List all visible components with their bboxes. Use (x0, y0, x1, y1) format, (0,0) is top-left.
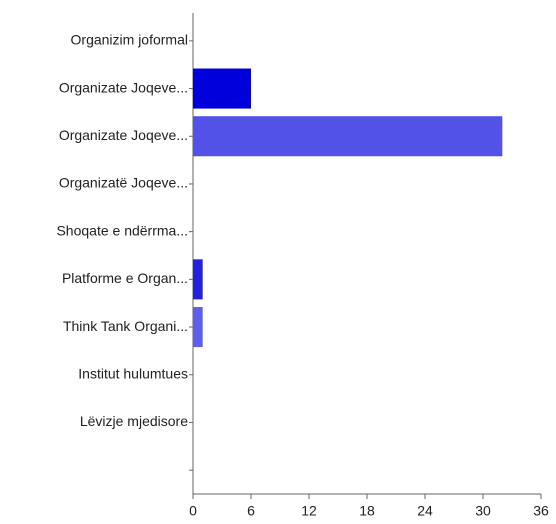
y-tick-label: Think Tank Organi... (63, 318, 188, 334)
x-tick-label: 6 (247, 503, 255, 519)
x-tick-label: 18 (359, 503, 375, 519)
x-tick-label: 12 (301, 503, 317, 519)
bar (193, 259, 203, 300)
bar (193, 307, 203, 348)
bar (193, 116, 503, 157)
y-tick-label: Shoqate e ndërrma... (56, 222, 188, 238)
y-tick-label: Organizate Joqeve... (59, 127, 188, 143)
y-tick-label: Organizate Joqeve... (59, 79, 188, 95)
x-tick-label: 0 (189, 503, 197, 519)
x-tick-label: 30 (475, 503, 491, 519)
y-tick-label: Organizim joformal (71, 32, 188, 48)
y-tick-label: Organizatë Joqeve... (59, 175, 188, 191)
y-tick-label: Lëvizje mjedisore (80, 413, 188, 429)
x-tick-label: 36 (533, 503, 549, 519)
y-tick-label: Platforme e Organ... (62, 270, 188, 286)
y-tick-label: Institut hulumtues (78, 365, 188, 381)
bar (193, 68, 251, 109)
x-tick-label: 24 (417, 503, 433, 519)
